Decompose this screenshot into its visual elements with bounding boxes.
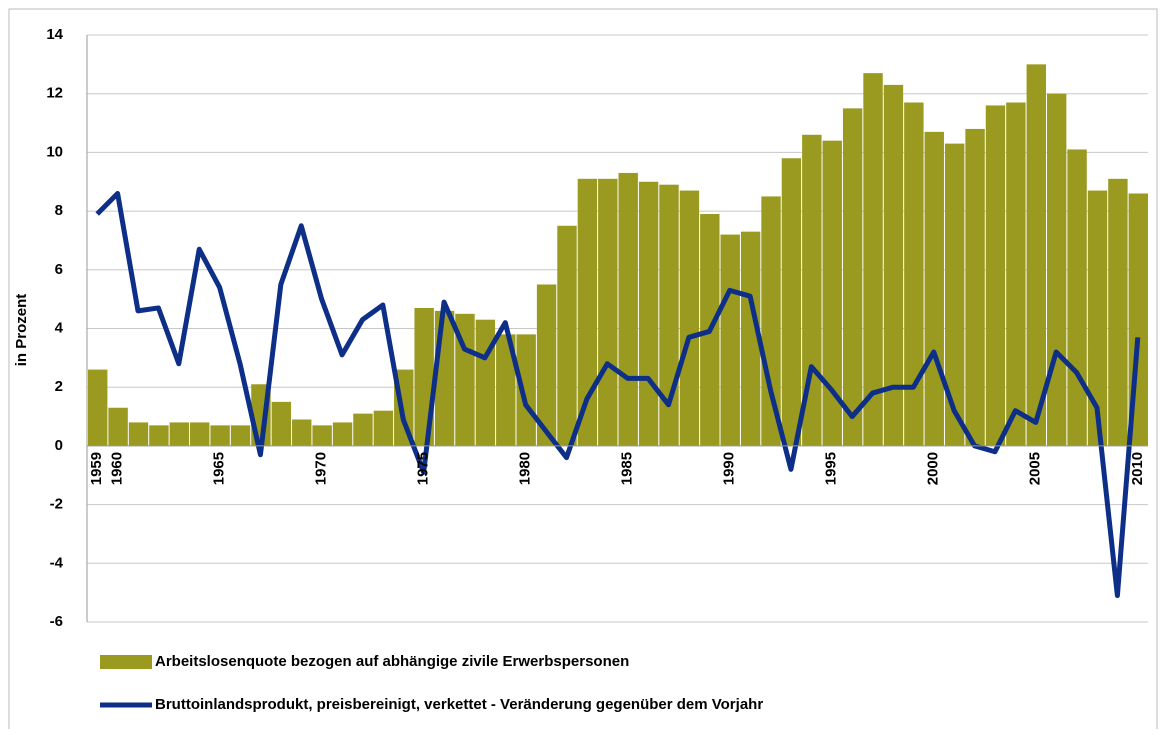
- y-tick-label: -6: [50, 613, 63, 630]
- bar: [944, 143, 965, 446]
- bar: [475, 319, 496, 446]
- x-tick-label: 1990: [721, 452, 738, 485]
- bar: [434, 310, 455, 446]
- bar: [598, 178, 618, 446]
- bar: [577, 178, 598, 446]
- bar: [965, 128, 985, 446]
- x-tick-label: 1980: [517, 452, 534, 485]
- bar: [353, 413, 373, 446]
- bar: [312, 425, 332, 446]
- bar: [210, 425, 230, 446]
- chart-frame: [8, 8, 1158, 734]
- bar: [863, 73, 883, 446]
- y-tick-label: 2: [55, 378, 63, 395]
- x-tick-label: 1960: [109, 452, 126, 485]
- x-tick-label: 1965: [211, 452, 228, 485]
- legend-swatch: [100, 655, 152, 669]
- bar: [1087, 190, 1108, 446]
- bar: [149, 425, 169, 446]
- x-tick-label: 2000: [925, 452, 942, 485]
- y-axis-label: in Prozent: [13, 294, 30, 367]
- bar: [761, 196, 781, 446]
- bar: [618, 172, 638, 446]
- bar: [496, 334, 516, 446]
- bar: [740, 231, 761, 446]
- bar: [1067, 149, 1087, 446]
- y-tick-label: 0: [55, 437, 63, 454]
- legend-label: Arbeitslosenquote bezogen auf abhängige …: [155, 653, 629, 670]
- legend-label: Bruttoinlandsprodukt, preisbereinigt, ve…: [155, 696, 763, 713]
- bar: [1006, 102, 1026, 446]
- bar: [373, 410, 394, 446]
- bar: [536, 284, 557, 446]
- x-tick-label: 1959: [88, 452, 105, 485]
- bar: [781, 158, 802, 446]
- y-tick-label: 14: [46, 26, 63, 43]
- y-tick-label: 6: [55, 261, 63, 278]
- x-tick-label: 1985: [619, 452, 636, 485]
- x-tick-label: 1995: [823, 452, 840, 485]
- y-tick-label: -2: [50, 496, 63, 513]
- bar: [516, 334, 536, 446]
- bar: [924, 131, 944, 446]
- bar: [557, 225, 577, 446]
- bar: [822, 140, 842, 446]
- bar: [271, 401, 292, 446]
- bar: [842, 108, 863, 446]
- bar: [679, 190, 700, 446]
- bar: [190, 422, 210, 446]
- bar: [1046, 93, 1067, 446]
- bar: [332, 422, 353, 446]
- bar: [1026, 64, 1046, 446]
- y-tick-label: 10: [46, 143, 63, 160]
- bar: [802, 134, 822, 446]
- bar: [88, 369, 108, 446]
- x-tick-label: 1975: [415, 452, 432, 485]
- bar: [985, 105, 1006, 446]
- bar: [108, 407, 128, 446]
- x-tick-label: 2010: [1129, 452, 1146, 485]
- y-tick-label: 12: [46, 85, 63, 102]
- bar: [638, 181, 659, 446]
- y-tick-label: 8: [55, 202, 63, 219]
- x-tick-label: 2005: [1027, 452, 1044, 485]
- bar: [904, 102, 924, 446]
- bar: [1108, 178, 1128, 446]
- y-tick-label: -4: [50, 554, 64, 571]
- bar: [230, 425, 251, 446]
- bar: [292, 419, 312, 446]
- bar: [883, 84, 904, 446]
- bar: [169, 422, 190, 446]
- line: [95, 190, 1141, 599]
- bar: [128, 422, 149, 446]
- x-tick-label: 1970: [313, 452, 330, 485]
- y-tick-label: 4: [55, 319, 64, 336]
- bar: [455, 313, 475, 446]
- bar: [720, 234, 740, 446]
